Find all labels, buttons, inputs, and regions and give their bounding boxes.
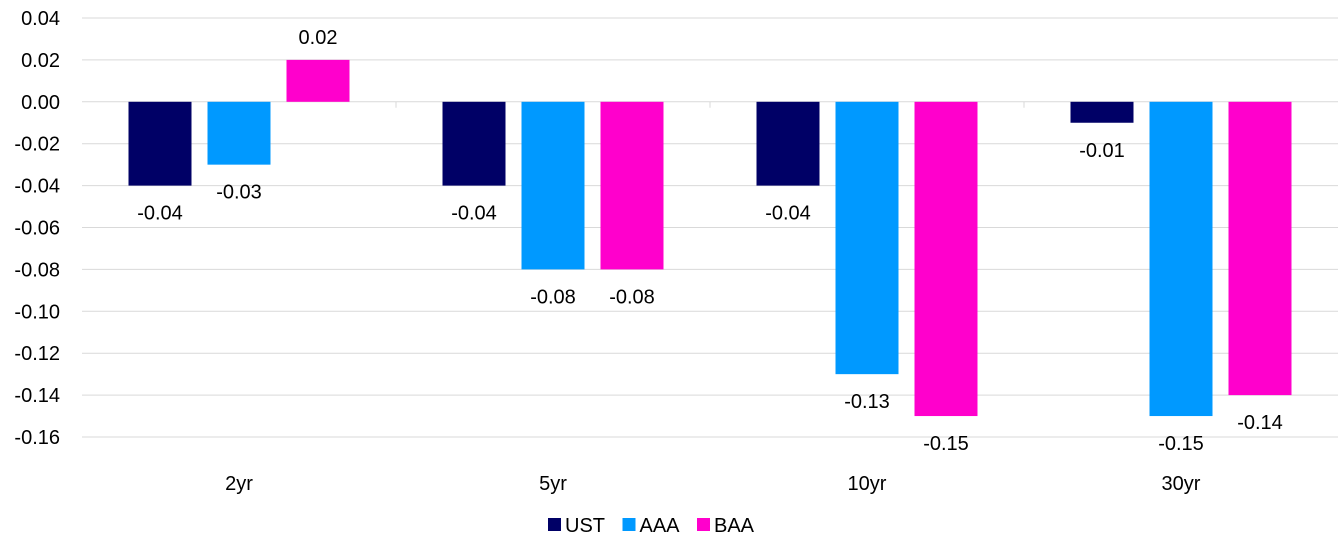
y-tick-label: 0.04 (21, 8, 60, 30)
x-tick-label: 5yr (539, 473, 567, 495)
y-tick-label: -0.04 (14, 176, 60, 198)
bar-aaa (835, 101, 899, 375)
bars (128, 59, 1292, 417)
bar-ust (442, 101, 506, 186)
data-label: 0.02 (299, 27, 338, 49)
legend-label: BAA (714, 515, 755, 537)
y-tick-label: 0.00 (21, 92, 60, 114)
bar-aaa (1149, 101, 1213, 417)
y-tick-label: -0.06 (14, 218, 60, 240)
legend-swatch-ust (548, 518, 561, 531)
data-label: -0.03 (216, 182, 262, 204)
data-label: -0.04 (451, 203, 497, 225)
data-label: -0.14 (1237, 412, 1283, 434)
y-tick-label: 0.02 (21, 50, 60, 72)
bar-ust (1070, 101, 1134, 123)
y-tick-label: -0.02 (14, 134, 60, 156)
y-tick-label: -0.10 (14, 301, 60, 323)
data-label: -0.13 (844, 391, 890, 413)
legend-label: AAA (640, 515, 681, 537)
legend: UST AAA BAA (548, 515, 755, 537)
x-tick-label: 2yr (225, 473, 253, 495)
data-label: -0.01 (1079, 140, 1125, 162)
bar-aaa (207, 101, 271, 165)
data-labels: -0.04 -0.03 0.02 -0.04 -0.08 -0.08 -0.04 -0.13 -… (137, 27, 1283, 455)
legend-swatch-baa (697, 518, 710, 531)
data-label: -0.08 (530, 286, 576, 308)
bar-baa (914, 101, 978, 417)
data-label: -0.04 (137, 203, 183, 225)
data-label: -0.08 (609, 286, 655, 308)
y-tick-label: -0.16 (14, 427, 60, 449)
legend-swatch-aaa (622, 518, 636, 531)
legend-label: UST (565, 515, 605, 537)
bar-baa (600, 101, 664, 270)
data-label: -0.15 (1158, 433, 1204, 455)
x-tick-label: 10yr (848, 473, 887, 495)
x-tick-label: 30yr (1162, 473, 1201, 495)
data-label: -0.04 (765, 203, 811, 225)
x-axis: 2yr 5yr 10yr 30yr (225, 473, 1201, 495)
bar-ust (756, 101, 820, 186)
y-tick-label: -0.08 (14, 259, 60, 281)
data-label: -0.15 (923, 433, 969, 455)
y-tick-label: -0.12 (14, 343, 60, 365)
y-tick-label: -0.14 (14, 385, 60, 407)
bar-baa (286, 59, 350, 102)
bar-aaa (521, 101, 585, 270)
bar-baa (1228, 101, 1292, 396)
bar-ust (128, 101, 192, 186)
y-axis: 0.04 0.02 0.00 -0.02 -0.04 -0.06 -0.08 -0.10 -0.… (14, 8, 60, 449)
